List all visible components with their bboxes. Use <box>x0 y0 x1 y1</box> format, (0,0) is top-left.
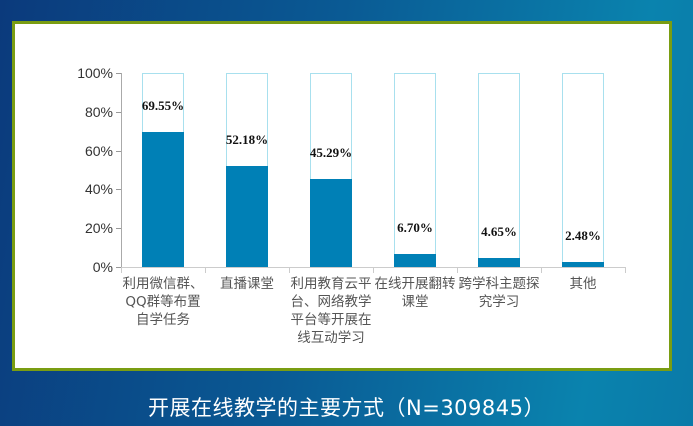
chart-caption: 开展在线教学的主要方式（N=309845） <box>148 396 545 420</box>
x-tick <box>457 267 458 273</box>
y-tick-label: 20% <box>84 220 113 237</box>
x-tick <box>625 267 626 273</box>
bar[interactable] <box>226 165 268 267</box>
y-tick-label: 100% <box>77 65 113 81</box>
y-tick <box>116 111 121 113</box>
y-tick <box>116 73 121 74</box>
x-tick <box>289 267 290 273</box>
y-tick-label: 80% <box>84 103 113 120</box>
bar-value-label: 45.29% <box>309 145 353 161</box>
bar[interactable] <box>562 262 604 267</box>
y-tick <box>116 228 121 230</box>
y-tick <box>116 150 121 152</box>
chart-panel: 0% 20% 40% 60% 80% 100% 69.55% 利用微信群、 QQ群等布置 自学… <box>12 21 672 371</box>
x-tick <box>205 267 206 273</box>
bar[interactable] <box>478 257 520 267</box>
bar-value-label: 69.55% <box>141 98 185 114</box>
x-category-label: 利用微信群、 QQ群等布置 自学任务 <box>122 276 204 328</box>
bar[interactable] <box>394 254 436 267</box>
bar-value-label: 6.70% <box>397 220 433 235</box>
bar-value-label: 4.65% <box>481 223 517 239</box>
x-category-label: 其他 <box>569 276 597 292</box>
y-tick-label: 40% <box>84 181 113 198</box>
bar[interactable] <box>310 179 352 267</box>
y-axis <box>121 73 122 267</box>
x-category-label: 直播课堂 <box>220 276 274 292</box>
x-tick <box>121 267 122 273</box>
bar-value-label: 2.48% <box>565 228 601 244</box>
bar[interactable] <box>142 132 184 267</box>
x-category-label: 利用教育云平 台、网络教学 平台等开展在 线互动学习 <box>290 276 372 346</box>
y-tick <box>116 189 121 191</box>
y-tick-label: 0% <box>92 259 113 275</box>
plot-area: 0% 20% 40% 60% 80% 100% 69.55% 利用微信群、 QQ群等布置 自学… <box>15 24 669 368</box>
x-tick <box>541 267 542 273</box>
bar-value-label: 52.18% <box>225 131 269 147</box>
x-tick <box>373 267 374 273</box>
bar-frame <box>394 73 436 267</box>
y-tick <box>116 267 121 268</box>
x-category-label: 跨学科主题探 究学习 <box>458 276 540 310</box>
x-category-label: 在线开展翻转 课堂 <box>374 276 456 310</box>
y-tick-label: 60% <box>84 142 113 159</box>
